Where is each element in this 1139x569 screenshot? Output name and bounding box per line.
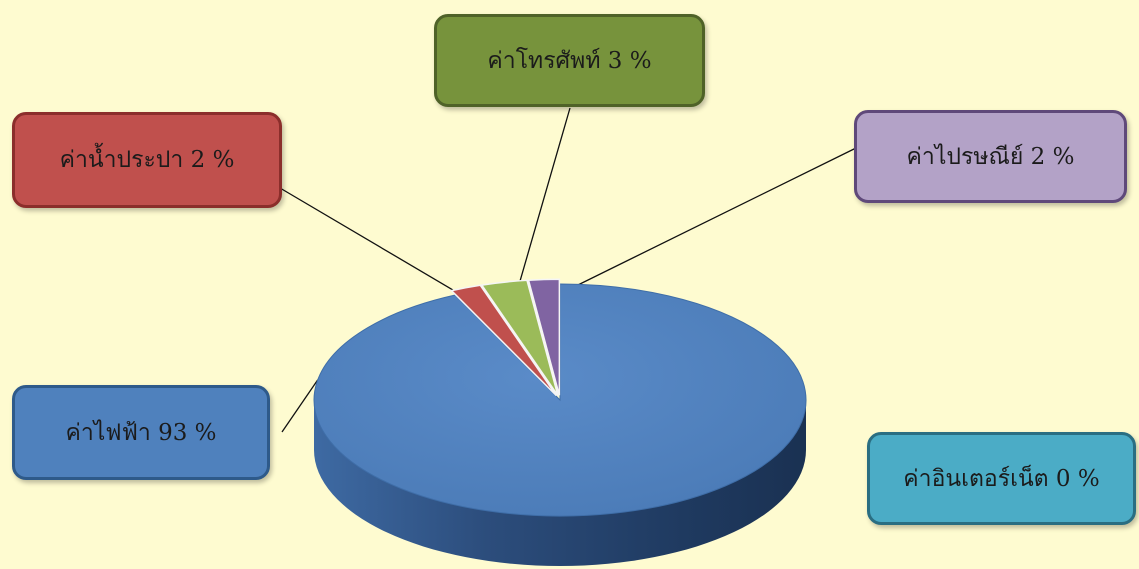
slice-telephone	[480, 279, 559, 396]
leader-postal	[546, 147, 857, 301]
leader-electricity	[281, 379, 319, 433]
slice-water	[450, 284, 557, 397]
leader-telephone	[513, 107, 571, 303]
callout-electricity: ค่าไฟฟ้า 93 %	[12, 385, 270, 480]
callout-water: ค่าน้ำประปา 2 %	[12, 112, 282, 208]
callout-postal: ค่าไปรษณีย์ 2 %	[854, 110, 1127, 203]
callout-internet: ค่าอินเตอร์เน็ต 0 %	[867, 432, 1136, 525]
pie-side-wall	[314, 400, 806, 566]
callout-telephone: ค่าโทรศัพท์ 3 %	[434, 14, 705, 107]
slice-postal	[527, 278, 561, 396]
slice-electricity	[313, 283, 807, 517]
leader-water	[279, 187, 483, 308]
